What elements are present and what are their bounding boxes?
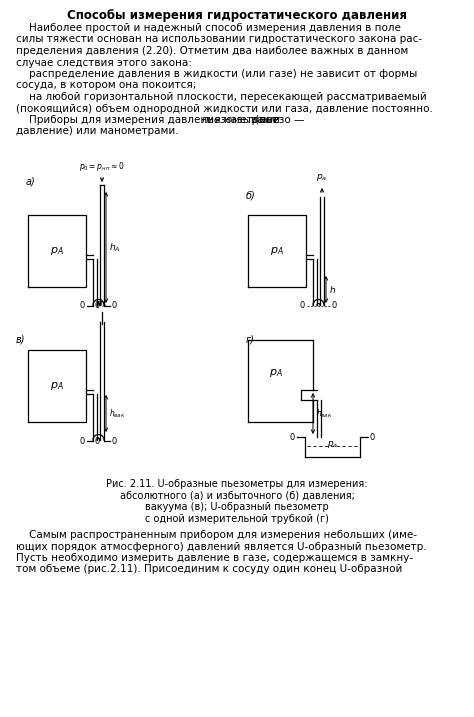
Text: силы тяжести основан на использовании гидростатического закона рас-: силы тяжести основан на использовании ги…	[16, 34, 422, 44]
Text: $h_{вак}$: $h_{вак}$	[109, 407, 126, 419]
Text: 0: 0	[112, 302, 117, 310]
Text: $p_A$: $p_A$	[50, 245, 64, 257]
Text: вакуума (в); U-образный пьезометр: вакуума (в); U-образный пьезометр	[145, 502, 329, 512]
Text: пределения давления (2.20). Отметим два наиболее важных в данном: пределения давления (2.20). Отметим два …	[16, 46, 408, 56]
Text: 0: 0	[95, 302, 100, 310]
Text: 0: 0	[370, 432, 375, 442]
Text: Самым распространенным прибором для измерения небольших (име-: Самым распространенным прибором для изме…	[16, 530, 417, 540]
Text: 0: 0	[112, 437, 117, 445]
Text: $p_A$: $p_A$	[50, 380, 64, 392]
Text: 0: 0	[80, 437, 85, 445]
Text: Наиболее простой и надежный способ измерения давления в поле: Наиболее простой и надежный способ измер…	[16, 23, 401, 33]
Text: г): г)	[246, 335, 255, 345]
Text: Рис. 2.11. U-образные пьезометры для измерения:: Рис. 2.11. U-образные пьезометры для изм…	[106, 479, 368, 489]
Text: а): а)	[26, 177, 36, 187]
Text: $p_A$: $p_A$	[270, 245, 284, 257]
Text: 0: 0	[80, 302, 85, 310]
Text: Способы измерения гидростатического давления: Способы измерения гидростатического давл…	[67, 9, 407, 22]
Text: давление) или манометрами.: давление) или манометрами.	[16, 126, 179, 136]
Text: 0: 0	[300, 302, 305, 310]
Text: в): в)	[16, 335, 26, 345]
Text: $h$: $h$	[329, 284, 336, 295]
Text: на любой горизонтальной плоскости, пересекающей рассматриваемый: на любой горизонтальной плоскости, перес…	[16, 92, 427, 102]
Text: 0: 0	[332, 302, 337, 310]
Text: $p_a$: $p_a$	[96, 299, 108, 310]
Text: $p_0 = p_{нп} \approx 0$: $p_0 = p_{нп} \approx 0$	[79, 160, 125, 173]
Text: 0: 0	[95, 437, 100, 445]
Text: (пьезо —: (пьезо —	[252, 115, 305, 125]
Text: ющих порядок атмосферного) давлений является U-образный пьезометр.: ющих порядок атмосферного) давлений явля…	[16, 541, 427, 551]
Text: $p_A$: $p_A$	[269, 367, 283, 379]
Text: том объеме (рис.2.11). Присоединим к сосуду один конец U-образной: том объеме (рис.2.11). Присоединим к сос…	[16, 564, 402, 574]
Text: 0: 0	[290, 432, 295, 442]
Text: б): б)	[246, 190, 256, 200]
Text: с одной измерительной трубкой (г): с одной измерительной трубкой (г)	[145, 513, 329, 523]
Text: $p_a$: $p_a$	[327, 439, 338, 450]
Text: Пусть необходимо измерить давление в газе, содержащемся в замкну-: Пусть необходимо измерить давление в газ…	[16, 553, 413, 563]
Text: абсолютного (а) и избыточного (б) давления;: абсолютного (а) и избыточного (б) давлен…	[119, 490, 355, 500]
Text: $p_a$: $p_a$	[316, 172, 328, 183]
Text: случае следствия этого закона:: случае следствия этого закона:	[16, 57, 192, 67]
Text: (покоящийся) объем однородной жидкости или газа, давление постоянно.: (покоящийся) объем однородной жидкости и…	[16, 103, 433, 113]
Text: Приборы для измерения давления называют: Приборы для измерения давления называют	[16, 115, 282, 125]
Text: сосуда, в котором она покоится;: сосуда, в котором она покоится;	[16, 80, 196, 90]
Text: $h_{вак}$: $h_{вак}$	[316, 407, 332, 419]
Text: $h_A$: $h_A$	[109, 241, 120, 254]
Text: распределение давления в жидкости (или газе) не зависит от формы: распределение давления в жидкости (или г…	[16, 69, 417, 79]
Text: пьезометрами: пьезометрами	[201, 115, 281, 125]
